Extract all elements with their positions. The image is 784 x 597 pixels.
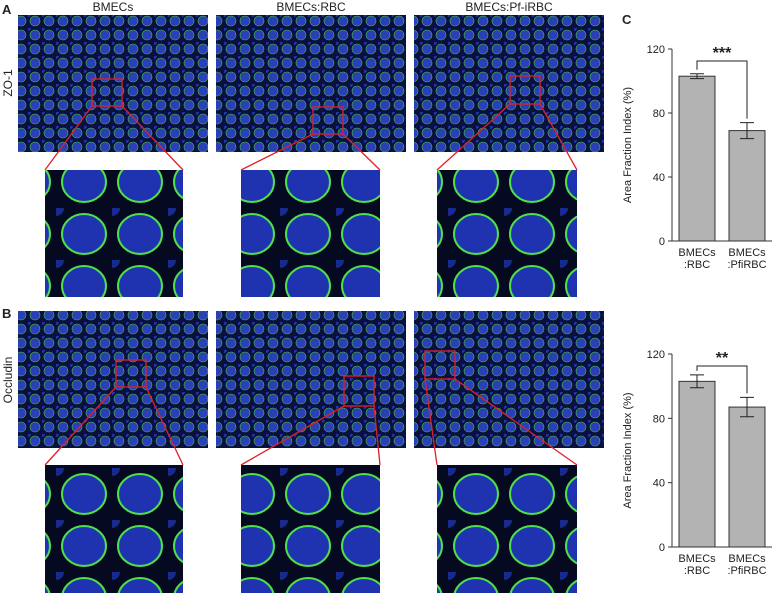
zoom-line (44, 105, 93, 171)
y-tick-label: 80 (653, 413, 665, 425)
panel-label: B (2, 306, 11, 321)
zoom-box (343, 375, 375, 407)
zoom-box (509, 75, 541, 105)
panel-label: A (2, 2, 12, 17)
zoom-micrograph (241, 170, 380, 297)
y-tick-label: 40 (653, 172, 665, 184)
panel-label: C (622, 12, 632, 27)
error-bar (690, 73, 704, 80)
bar (728, 130, 766, 242)
bar (678, 380, 716, 548)
zoom-line (240, 133, 314, 171)
x-tick-label: BMECs :PfiRBC (727, 247, 767, 271)
zoom-box (115, 359, 147, 388)
y-tick-label: 120 (647, 44, 665, 56)
zoom-micrograph (45, 170, 183, 297)
zoom-micrograph (241, 465, 380, 593)
zoom-line (436, 103, 511, 171)
zoom-line (240, 405, 345, 466)
zoom-line (454, 378, 578, 466)
zoom-micrograph (437, 170, 577, 297)
error-bar (740, 122, 754, 140)
error-bar (740, 396, 754, 418)
column-title: BMECs:RBC (276, 0, 346, 14)
x-tick-label: BMECs :PfiRBC (727, 553, 767, 577)
significance-bracket (696, 365, 748, 394)
error-bar (690, 374, 704, 389)
significance-label: ** (716, 350, 729, 367)
significance-label: *** (713, 45, 732, 62)
y-tick-label: 80 (653, 108, 665, 120)
zoom-line (424, 378, 438, 466)
y-tick-label: 40 (653, 478, 665, 490)
y-axis-label: Area Fraction Index (%) (622, 87, 634, 203)
micrographs (18, 15, 604, 593)
column-title: BMECs:Pf-iRBC (465, 0, 553, 14)
x-tick-label: BMECs :RBC (678, 553, 716, 577)
y-tick-label: 0 (659, 542, 665, 554)
micrograph (216, 311, 406, 448)
zoom-line (539, 103, 578, 171)
y-axis-label: Area Fraction Index (%) (622, 392, 634, 508)
significance-bracket (696, 60, 748, 119)
zoom-box (91, 78, 123, 107)
zoom-micrograph (45, 465, 183, 593)
bar (678, 75, 716, 242)
zoom-line (373, 405, 381, 466)
zoom-box (312, 106, 344, 135)
zoom-indicators (44, 75, 578, 466)
column-title: BMECs (93, 0, 134, 14)
zoom-micrograph (437, 465, 577, 593)
zoom-line (145, 386, 184, 466)
y-tick-label: 120 (647, 349, 665, 361)
micrograph (414, 15, 604, 152)
zoom-box (424, 350, 456, 380)
row-label: Occludin (1, 357, 15, 404)
micrograph (18, 311, 208, 448)
row-label: ZO-1 (1, 69, 15, 97)
micrograph (216, 15, 406, 152)
x-tick-label: BMECs :RBC (678, 247, 716, 271)
micrograph (18, 15, 208, 152)
zoom-line (121, 105, 184, 171)
y-tick-label: 0 (659, 236, 665, 248)
zoom-line (342, 133, 381, 171)
bar (728, 406, 766, 548)
zoom-line (44, 386, 117, 466)
